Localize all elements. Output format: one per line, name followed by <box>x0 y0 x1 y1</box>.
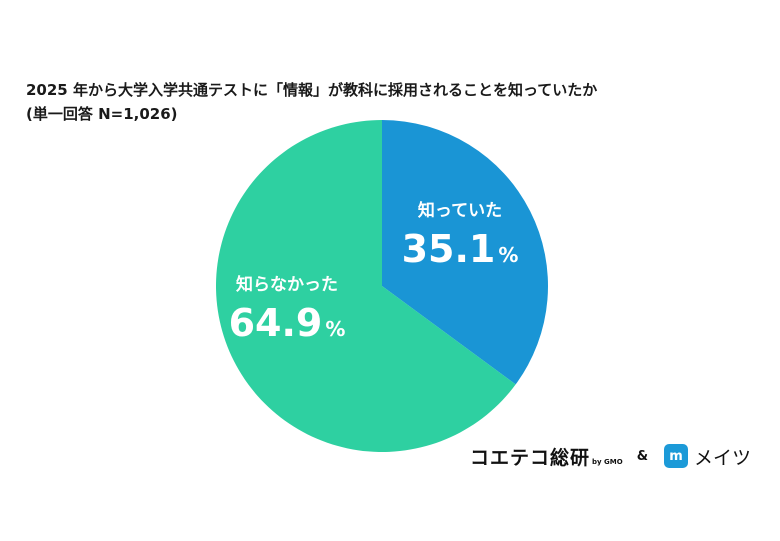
slice-value-label: 64.9% <box>229 301 346 345</box>
slice-value-label: 35.1% <box>402 227 519 271</box>
ampersand: & <box>636 448 649 464</box>
koeteco-logo: コエテコ総研 <box>470 446 591 469</box>
slice-category-label: 知っていた <box>417 200 502 221</box>
mates-logo-icon: m <box>664 444 689 468</box>
footer-logos: コエテコ総研 by GMO & m メイツ <box>470 438 751 474</box>
chart-title-block: 2025 年から大学入学共通テストに「情報」が教科に採用されることを知っていたか… <box>26 78 597 126</box>
pie-slice <box>215 120 516 453</box>
pie-slice <box>382 120 548 385</box>
mates-logo-text: メイツ <box>694 446 752 469</box>
koeteco-logo-sub: by GMO <box>592 458 623 466</box>
chart-title: 2025 年から大学入学共通テストに「情報」が教科に採用されることを知っていたか <box>26 81 598 99</box>
slice-category-label: 知らなかった <box>235 274 338 295</box>
chart-subtitle: (単一回答 N=1,026) <box>26 105 178 123</box>
